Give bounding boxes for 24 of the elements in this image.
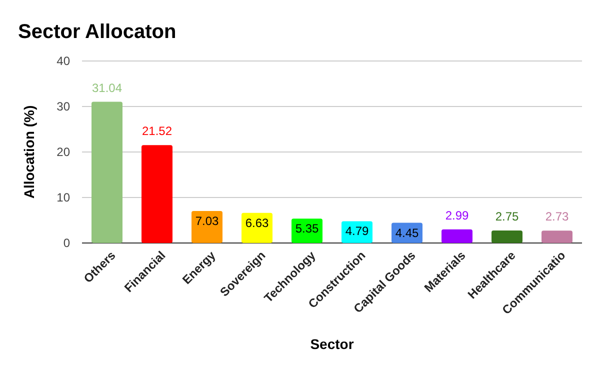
data-label: 4.79 bbox=[345, 224, 369, 238]
y-tick-label: 10 bbox=[56, 190, 70, 204]
bar bbox=[142, 145, 172, 243]
data-label: 2.73 bbox=[545, 210, 569, 224]
y-tick-label: 20 bbox=[56, 144, 70, 159]
bar bbox=[492, 230, 522, 243]
y-tick-label: 30 bbox=[56, 99, 70, 114]
y-tick-label: 0 bbox=[63, 236, 70, 250]
bar bbox=[92, 102, 122, 243]
data-label: 31.04 bbox=[92, 80, 122, 95]
bar bbox=[542, 230, 572, 243]
bar bbox=[192, 211, 222, 243]
data-label: 7.03 bbox=[195, 214, 219, 228]
data-label: 2.99 bbox=[445, 208, 469, 222]
data-label: 5.35 bbox=[295, 222, 319, 236]
y-tick-label: 40 bbox=[56, 54, 70, 68]
y-axis-title: Allocation (%) bbox=[21, 105, 37, 199]
chart-title: Sector Allocaton bbox=[18, 21, 176, 43]
data-label: 6.63 bbox=[245, 216, 269, 230]
bar bbox=[442, 229, 472, 243]
data-label: 2.75 bbox=[495, 209, 519, 224]
data-label: 21.52 bbox=[142, 124, 172, 138]
data-label: 4.45 bbox=[395, 226, 419, 240]
x-axis-title: Sector bbox=[310, 336, 354, 352]
